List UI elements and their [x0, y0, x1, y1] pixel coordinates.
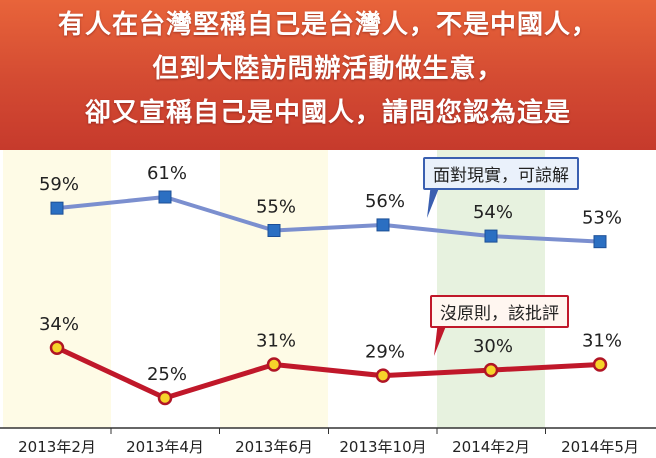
data-point-marker — [266, 357, 282, 372]
data-point-marker — [593, 235, 607, 249]
title-line-1: 有人在台灣堅稱自己是台灣人，不是中國人， — [57, 10, 598, 40]
legend-series-acceptable: 面對現實，可諒解 — [423, 157, 579, 190]
data-label: 29% — [365, 342, 405, 363]
legend-label-criticize: 沒原則，該批評 — [440, 304, 559, 324]
column-band — [3, 150, 111, 428]
legend-series-criticize: 沒原則，該批評 — [430, 295, 569, 328]
data-point-marker — [592, 357, 608, 372]
data-label: 31% — [582, 331, 622, 352]
x-tick-label: 2013年2月 — [18, 438, 96, 456]
data-label: 54% — [473, 202, 513, 223]
legend-pointer — [427, 183, 441, 218]
data-point-marker — [267, 224, 281, 237]
column-band — [220, 150, 328, 428]
data-label: 53% — [582, 208, 622, 229]
x-tick-label: 2014年5月 — [561, 438, 639, 456]
data-label: 34% — [39, 314, 79, 335]
data-label: 31% — [256, 331, 296, 352]
data-label: 30% — [473, 336, 513, 357]
data-point-marker — [484, 229, 498, 243]
x-tick-label: 2013年4月 — [126, 438, 204, 456]
data-point-marker — [483, 362, 499, 378]
data-point-marker — [375, 368, 391, 383]
data-label: 61% — [147, 163, 187, 184]
column-band — [437, 150, 545, 428]
data-label: 55% — [256, 197, 296, 218]
data-point-marker — [49, 340, 65, 355]
title-line-3: 卻又宣稱自己是中國人，請問您認為這是 — [84, 98, 571, 128]
legend-pointer — [434, 321, 448, 356]
x-tick-label: 2013年10月 — [339, 438, 426, 456]
x-tick-label: 2014年2月 — [452, 438, 530, 456]
title-line-2: 但到大陸訪問辦活動做生意， — [152, 54, 504, 84]
data-label: 59% — [39, 174, 79, 195]
series-line — [55, 345, 601, 401]
series-line — [56, 195, 601, 244]
data-point-marker — [50, 201, 64, 215]
legend-label-acceptable: 面對現實，可諒解 — [433, 166, 569, 186]
data-point-marker — [157, 390, 173, 406]
data-label: 56% — [365, 191, 405, 212]
data-point-marker — [376, 218, 390, 232]
column-band — [546, 150, 654, 428]
x-tick-label: 2013年6月 — [235, 438, 313, 456]
data-label: 25% — [147, 364, 187, 385]
chart-title-banner: 有人在台灣堅稱自己是台灣人，不是中國人， 但到大陸訪問辦活動做生意， 卻又宣稱自… — [0, 0, 656, 150]
data-point-marker — [158, 190, 172, 204]
